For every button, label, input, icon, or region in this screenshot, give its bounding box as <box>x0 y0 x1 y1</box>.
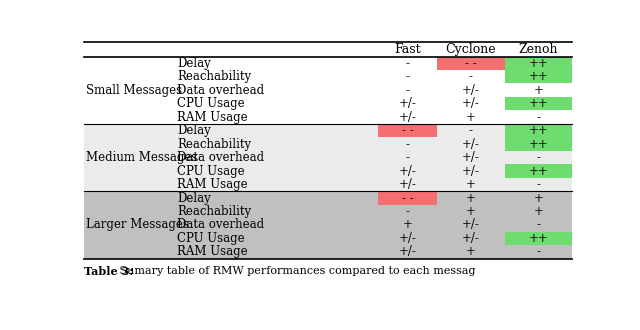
Bar <box>84 124 572 191</box>
Text: CPU Usage: CPU Usage <box>177 97 244 110</box>
Text: ++: ++ <box>529 57 548 70</box>
Text: +/-: +/- <box>399 111 417 124</box>
Text: +/-: +/- <box>461 97 479 110</box>
Bar <box>505 97 572 111</box>
Text: Fast: Fast <box>394 43 420 56</box>
Text: Data overhead: Data overhead <box>177 84 264 97</box>
Bar <box>84 56 572 124</box>
Text: -: - <box>468 124 472 137</box>
Text: Medium Messages: Medium Messages <box>86 151 198 164</box>
Text: +/-: +/- <box>461 151 479 164</box>
Text: +: + <box>534 205 543 218</box>
Bar <box>505 124 572 137</box>
Text: Data overhead: Data overhead <box>177 218 264 231</box>
Bar <box>436 56 505 70</box>
Text: +/-: +/- <box>399 232 417 245</box>
Text: -: - <box>405 70 410 83</box>
Text: Reachability: Reachability <box>177 70 251 83</box>
Text: Table 3:: Table 3: <box>84 266 133 277</box>
Bar <box>378 191 436 205</box>
Text: -: - <box>405 84 410 97</box>
Bar <box>505 137 572 151</box>
Text: Data overhead: Data overhead <box>177 151 264 164</box>
Text: Cyclone: Cyclone <box>445 43 496 56</box>
Text: +: + <box>466 205 476 218</box>
Text: Reachability: Reachability <box>177 138 251 150</box>
Bar <box>84 191 572 259</box>
Text: ++: ++ <box>529 97 548 110</box>
Bar <box>505 164 572 178</box>
Text: - -: - - <box>401 124 413 137</box>
Text: RAM Usage: RAM Usage <box>177 178 248 191</box>
Text: +: + <box>466 191 476 205</box>
Text: +: + <box>534 191 543 205</box>
Text: +: + <box>466 178 476 191</box>
Text: -: - <box>536 218 540 231</box>
Text: - -: - - <box>401 191 413 205</box>
Text: ++: ++ <box>529 70 548 83</box>
Text: -: - <box>468 70 472 83</box>
Text: Zenoh: Zenoh <box>518 43 558 56</box>
Text: Small Messages: Small Messages <box>86 84 182 97</box>
Text: +/-: +/- <box>461 232 479 245</box>
Text: Reachability: Reachability <box>177 205 251 218</box>
Text: -: - <box>405 138 410 150</box>
Text: -: - <box>536 178 540 191</box>
Text: +/-: +/- <box>399 97 417 110</box>
Bar <box>505 70 572 83</box>
Text: Sumary table of RMW performances compared to each messag: Sumary table of RMW performances compare… <box>116 266 476 276</box>
Text: +: + <box>534 84 543 97</box>
Text: ++: ++ <box>529 124 548 137</box>
Text: CPU Usage: CPU Usage <box>177 232 244 245</box>
Text: Delay: Delay <box>177 57 211 70</box>
Text: ++: ++ <box>529 165 548 178</box>
Bar <box>378 124 436 137</box>
Text: +/-: +/- <box>461 138 479 150</box>
Text: +: + <box>403 218 412 231</box>
Text: Larger Messages: Larger Messages <box>86 218 189 231</box>
Text: -: - <box>405 205 410 218</box>
Text: +/-: +/- <box>461 84 479 97</box>
Text: +/-: +/- <box>399 246 417 258</box>
Text: +/-: +/- <box>399 165 417 178</box>
Bar <box>84 42 572 56</box>
Text: +: + <box>466 111 476 124</box>
Text: RAM Usage: RAM Usage <box>177 111 248 124</box>
Text: ++: ++ <box>529 232 548 245</box>
Bar <box>505 232 572 245</box>
Text: +/-: +/- <box>461 218 479 231</box>
Text: -: - <box>405 57 410 70</box>
Text: Delay: Delay <box>177 191 211 205</box>
Bar <box>505 56 572 70</box>
Text: -: - <box>405 151 410 164</box>
Text: -: - <box>536 111 540 124</box>
Text: +/-: +/- <box>461 165 479 178</box>
Text: ++: ++ <box>529 138 548 150</box>
Text: -: - <box>536 151 540 164</box>
Text: RAM Usage: RAM Usage <box>177 246 248 258</box>
Text: +: + <box>466 246 476 258</box>
Text: - -: - - <box>465 57 476 70</box>
Text: +/-: +/- <box>399 178 417 191</box>
Text: -: - <box>536 246 540 258</box>
Text: Delay: Delay <box>177 124 211 137</box>
Text: CPU Usage: CPU Usage <box>177 165 244 178</box>
